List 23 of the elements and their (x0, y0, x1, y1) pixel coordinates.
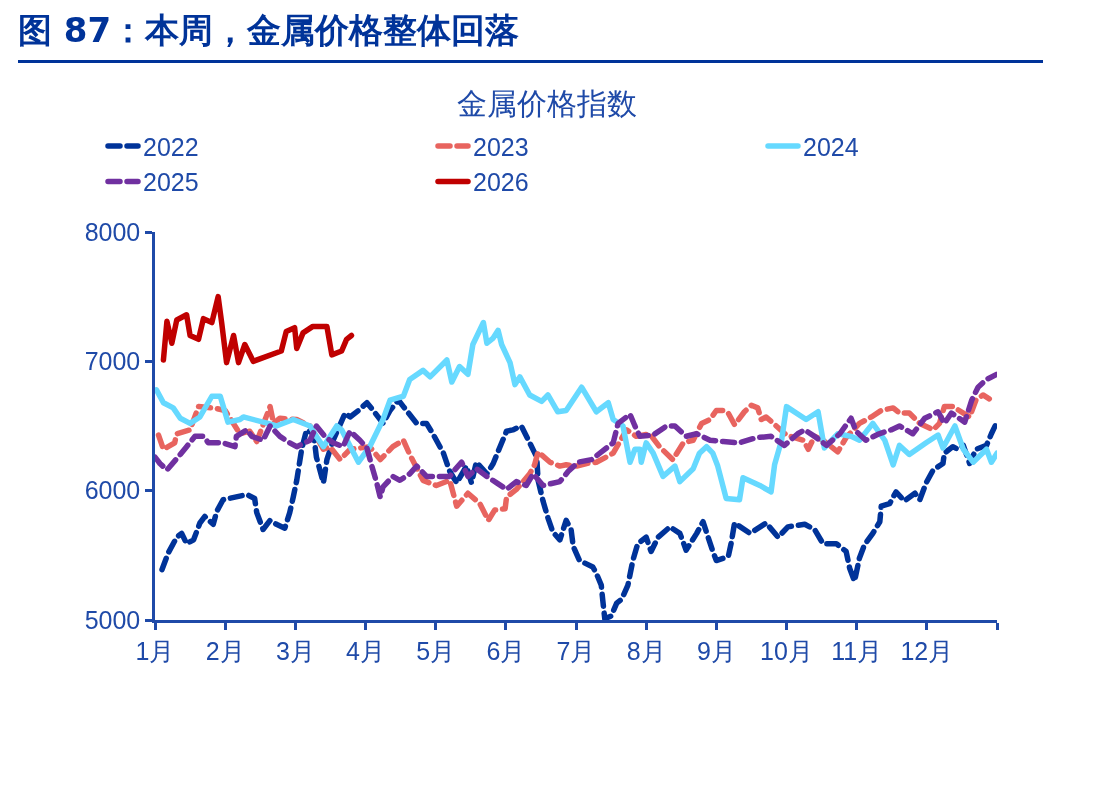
legend-label: 2025 (143, 168, 199, 197)
y-tick-label: 8000 (84, 217, 141, 246)
chart-subtitle: 金属价格指数 (456, 86, 637, 122)
legend-label: 2024 (803, 132, 859, 161)
y-tick-label: 7000 (84, 347, 141, 376)
x-tick-label: 3月 (275, 636, 315, 665)
x-tick-label: 10月 (760, 636, 813, 665)
legend-label: 2026 (473, 168, 529, 197)
x-tick-label: 11月 (831, 636, 883, 665)
legend-label: 2023 (473, 132, 529, 161)
x-tick-label: 1月 (135, 636, 175, 665)
x-tick-label: 9月 (696, 636, 736, 665)
chart-title: 图 87：本周，金属价格整体回落 (18, 8, 1043, 63)
x-tick-label: 2月 (205, 636, 245, 665)
x-tick-label: 6月 (486, 636, 526, 665)
x-tick-label: 7月 (556, 636, 596, 665)
x-tick-label: 5月 (416, 636, 456, 665)
legend-label: 2022 (143, 132, 199, 161)
y-tick-label: 5000 (84, 605, 141, 634)
x-tick-label: 8月 (626, 636, 666, 665)
x-tick-label: 12月 (900, 636, 954, 665)
x-tick-label: 4月 (346, 636, 385, 665)
y-tick-label: 6000 (84, 476, 141, 505)
